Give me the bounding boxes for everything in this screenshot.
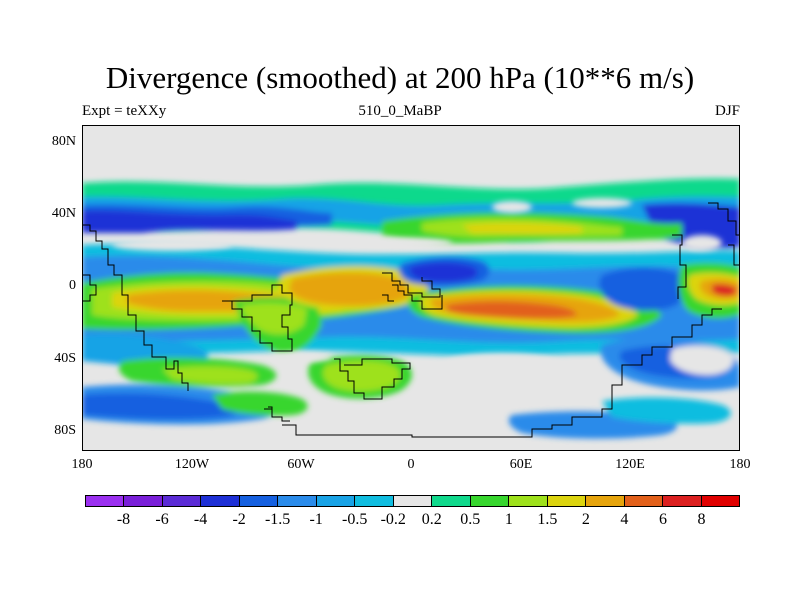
lat-label-80s: 80S xyxy=(54,423,76,438)
colorbar-swatch xyxy=(239,496,279,506)
coastlines xyxy=(82,202,740,438)
colorbar-label: -1.5 xyxy=(264,511,291,528)
colorbar-label: -8 xyxy=(116,511,131,528)
colorbar-label: 0.5 xyxy=(460,511,481,528)
colorbar-swatch xyxy=(316,496,356,506)
colorbar-swatch xyxy=(201,496,240,506)
lon-label-180w: 180 xyxy=(71,457,93,472)
colorbar-label: 2 xyxy=(581,511,590,528)
lon-label-180e: 180 xyxy=(729,457,751,472)
lon-label-60w: 60W xyxy=(287,457,315,472)
colorbar-label: 8 xyxy=(697,511,706,528)
colorbar-swatch xyxy=(355,496,394,506)
colorbar xyxy=(85,495,740,507)
colorbar-label: -2 xyxy=(232,511,246,528)
lat-label-40s: 40S xyxy=(54,351,76,366)
lat-label-0: 0 xyxy=(69,278,76,293)
lat-label-40n: 40N xyxy=(51,206,76,221)
colorbar-label: 6 xyxy=(658,511,667,528)
colorbar-swatch xyxy=(509,496,548,506)
plot-title: Divergence (smoothed) at 200 hPa (10**6 … xyxy=(105,60,695,95)
colorbar-swatch xyxy=(432,496,471,506)
colorbar-label: 1 xyxy=(504,511,513,528)
colorbar-swatch xyxy=(124,496,163,506)
colorbar-swatch xyxy=(624,496,664,506)
colorbar-label: -6 xyxy=(155,511,169,528)
colorbar-swatch xyxy=(86,496,125,506)
colorbar-label: -0.2 xyxy=(380,511,406,528)
colorbar-label: -4 xyxy=(193,511,208,528)
season-label: DJF xyxy=(714,103,740,119)
colorbar-label: 1.5 xyxy=(537,511,558,528)
colorbar-swatch xyxy=(393,496,433,506)
lon-label-0: 0 xyxy=(407,457,415,472)
colorbar-swatch xyxy=(663,496,702,506)
colorbar-label: 0.2 xyxy=(421,511,442,528)
colorbar-swatch xyxy=(547,496,587,506)
colorbar-label: -0.5 xyxy=(342,511,368,528)
lon-label-120w: 120W xyxy=(174,457,210,472)
experiment-label: Expt = teXXy xyxy=(82,103,167,119)
colorbar-swatch xyxy=(278,496,317,506)
colorbar-label: -1 xyxy=(309,511,323,528)
colorbar-swatch xyxy=(586,496,625,506)
lon-label-120e: 120E xyxy=(615,457,645,472)
lat-label-80n: 80N xyxy=(51,134,76,149)
map-plot-area xyxy=(82,125,740,451)
colorbar-swatch xyxy=(470,496,510,506)
divergence-field xyxy=(82,178,740,439)
period-label: 510_0_MaBP xyxy=(358,103,442,119)
colorbar-label: 4 xyxy=(620,511,629,528)
colorbar-swatch xyxy=(162,496,202,506)
colorbar-swatch xyxy=(701,496,739,506)
lon-label-60e: 60E xyxy=(509,457,533,472)
